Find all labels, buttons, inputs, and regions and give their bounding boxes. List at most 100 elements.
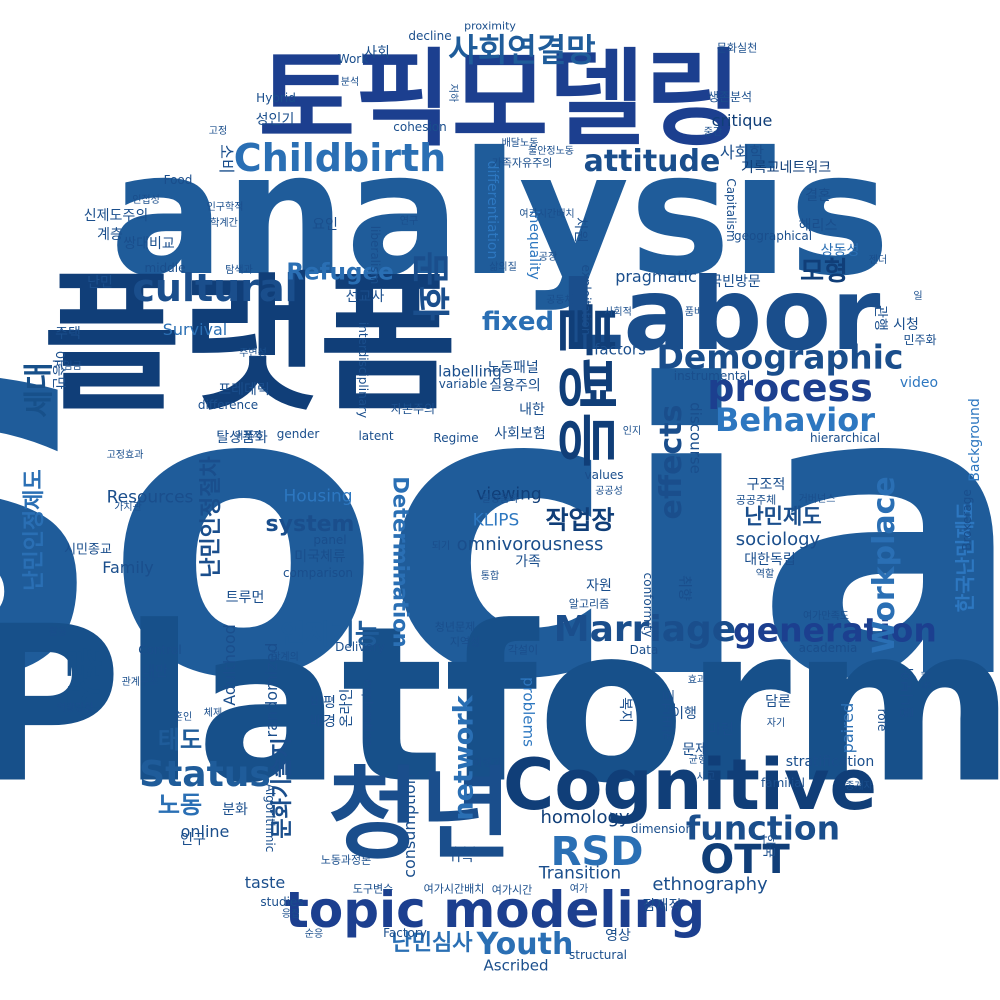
word-사회학: 사회학 (719, 143, 765, 162)
word-studies: studies (260, 895, 304, 909)
word-사회보험: 사회보험 (494, 426, 546, 442)
word-난민: 난민 (87, 275, 113, 291)
word-공동체: 공동체 (546, 295, 574, 306)
word-통제: 통제 (922, 670, 933, 690)
word-지역성: 지역성 (449, 635, 481, 649)
word-문제: 문제 (682, 742, 708, 758)
word-ascribed: Ascribed (483, 956, 549, 975)
word-고정효과: 고정효과 (106, 450, 144, 461)
word-공공주체: 공공주체 (735, 493, 777, 507)
word-사회: 사회 (364, 45, 390, 61)
word-저하: 저하 (447, 83, 458, 103)
word-transition: Transition (538, 863, 622, 884)
word-comparison: comparison (282, 566, 354, 580)
word-fixed: fixed (481, 307, 555, 337)
word-decline: decline (408, 29, 452, 43)
word-work: Work (337, 52, 369, 66)
word-난민제도: 난민제도 (744, 504, 822, 529)
word-민주화: 민주화 (903, 333, 937, 347)
word-consumption: consumption (400, 774, 419, 878)
word-social: Social (0, 302, 1000, 767)
word-중간: 중간 (703, 127, 723, 138)
word-플랫폼: 플랫폼 (42, 258, 458, 432)
word-트루먼: 트루먼 (225, 590, 265, 606)
word-여가시간: 여가시간 (491, 883, 533, 897)
word-values: values (584, 468, 624, 482)
word-capitalism: Capitalism (724, 178, 738, 242)
word-system: system (265, 512, 355, 537)
word-youth: Youth (476, 927, 574, 962)
word-통합: 통합 (480, 571, 500, 582)
word-탈상품화: 탈상품화 (216, 430, 268, 446)
word-topic-modeling: topic modeling (284, 881, 706, 939)
word-cohesion: cohesion (393, 120, 447, 134)
word-gender: gender (276, 427, 320, 441)
word-dimension: dimension (630, 822, 694, 836)
word-순응: 순응 (304, 929, 324, 940)
word-품바: 품바 (684, 307, 704, 318)
word-거버넌스: 거버넌스 (798, 494, 836, 505)
word-각설이: 각설이 (507, 643, 539, 657)
word-housing: Housing (283, 486, 353, 507)
word-종개자: 종개자 (845, 781, 873, 792)
word-exploitation: exploitation (579, 264, 593, 336)
word-latent: latent (358, 429, 394, 443)
word-선교사: 선교사 (345, 289, 385, 305)
word-담론: 담론 (765, 694, 791, 710)
word-저임금: 저임금 (54, 361, 82, 372)
word-노동: 노동 (157, 791, 203, 819)
word-결혼: 결혼 (805, 188, 831, 204)
word-discourse: discourse (686, 402, 705, 474)
word-brokerage: Brokerage (960, 489, 974, 551)
word-klips: KLIPS (472, 510, 520, 531)
word-process: process (707, 366, 873, 410)
word-인구학적: 인구학적 (206, 202, 244, 213)
word-middle: middle (144, 261, 186, 275)
word-control: Control (138, 643, 182, 657)
word-사회적: 사회적 (604, 307, 632, 318)
word-difference: difference (197, 398, 259, 412)
word-resources: Resources (106, 487, 194, 508)
word-pragmatic: pragmatic (615, 267, 697, 286)
word-geographical: geographical (733, 229, 813, 243)
word-작업장: 작업장 (545, 505, 615, 535)
word-젠더: 젠더 (868, 255, 888, 266)
word-inequality: Inequality (526, 210, 542, 280)
word-노동과정론: 노동과정론 (320, 853, 372, 867)
word-factors: factors (594, 340, 646, 359)
word-hybrid: Hybrid (256, 91, 296, 105)
word-도구변수: 도구변수 (352, 882, 394, 896)
word-공공성: 공공성 (595, 486, 623, 497)
word-behavior: Behavior (714, 401, 876, 439)
word-탈상품화-2: 탈상품화 (481, 494, 519, 505)
word-가족: 가족 (515, 554, 541, 570)
word-문화실천: 문화실천 (716, 41, 758, 55)
word-인접성: 인접성 (132, 195, 160, 206)
word-cultural: cultural (132, 266, 298, 310)
word-사고: 사고 (696, 772, 716, 783)
word-function: function (685, 808, 841, 848)
word-variable: variable (438, 377, 488, 391)
word-난민인정절차: 난민인정절차 (199, 456, 224, 578)
word-내한: 내한 (519, 402, 545, 418)
word-background: Background (967, 398, 983, 482)
word-rsd: RSD (550, 829, 644, 875)
word-adulthood: Adulthood (220, 624, 239, 706)
word-algorithmic: Algorithmic (263, 783, 277, 853)
word-critique: critique (711, 111, 773, 130)
word-regime: Regime (433, 431, 479, 445)
word-ott: OTT (700, 837, 790, 883)
word-알고리즘: 알고리즘 (568, 597, 610, 611)
word-인지: 인지 (622, 426, 642, 437)
word-기록교네트워크: 기록교네트워크 (740, 160, 832, 176)
word-주변성: 주변성 (239, 348, 267, 359)
word-비평: 비평 (310, 695, 336, 711)
word-일: 일 (913, 291, 923, 302)
word-labor: Labor (559, 256, 881, 373)
word-성인기: 성인기 (255, 112, 295, 128)
word-survival: Survival (162, 320, 228, 339)
word-instrumental: instrumental (673, 369, 751, 383)
word-효과: 효과 (687, 675, 707, 686)
word-data: Data (629, 643, 659, 657)
word-labelling: labelling (438, 362, 502, 381)
